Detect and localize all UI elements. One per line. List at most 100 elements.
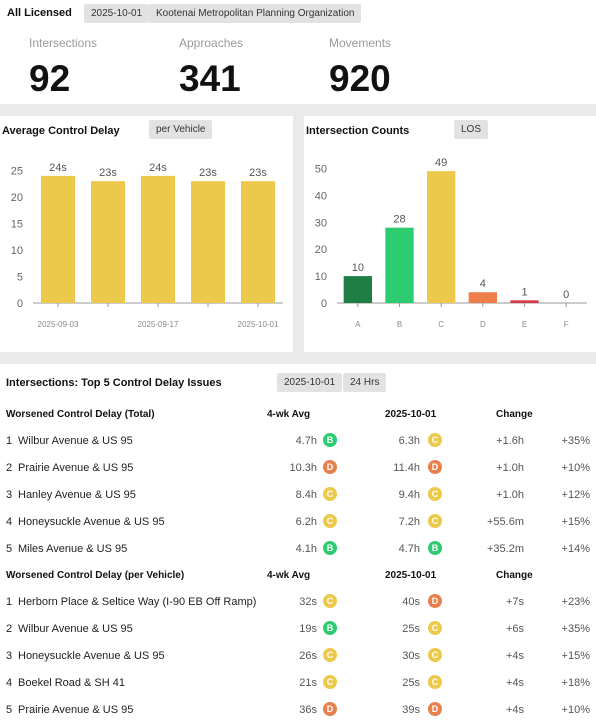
x-tick-label: C [438,320,444,329]
table-row[interactable]: 3 Honeysuckle Avenue & US 95 26s C 30s C +4s +1… [0,648,596,677]
col-change-header: Change [496,570,533,581]
current-value: 40s [402,596,420,608]
change-percent: +35% [561,623,590,635]
intersection-name[interactable]: Hanley Avenue & US 95 [18,489,136,501]
counts-chart-title: Intersection Counts [306,125,410,137]
table-row[interactable]: 5 Miles Avenue & US 95 4.1h B 4.7h B +35.2m +14… [0,541,596,570]
avg-los-badge: B [323,621,337,635]
intersection-name[interactable]: Wilbur Avenue & US 95 [18,435,133,447]
y-tick-label: 40 [315,190,327,202]
x-tick-label: F [564,320,569,329]
table-row[interactable]: 4 Boekel Road & SH 41 21s C 25s C +4s +18% [0,675,596,704]
avg-value: 21s [299,677,317,689]
avg-los-badge: D [323,460,337,474]
delay-bar-chart: 0 5 10 15 20 25 24s 2025-09-03 23s 24s 2025-09-17 2… [11,162,283,329]
intersection-name[interactable]: Wilbur Avenue & US 95 [18,623,133,635]
change-value: +4s [505,677,524,689]
current-value: 25s [402,623,420,635]
table-row[interactable]: 3 Hanley Avenue & US 95 8.4h C 9.4h C +1.0h +12… [0,487,596,516]
avg-value: 36s [299,704,317,716]
avg-los-badge: C [323,514,337,528]
avg-los-badge: C [323,648,337,662]
x-tick-label: A [355,320,361,329]
col-date-header: 2025-10-01 [385,409,437,420]
date-filter-pill[interactable]: 2025-10-01 [84,4,150,23]
y-tick-label: 5 [17,272,23,284]
row-rank: 4 [6,516,13,528]
data-label: 1 [521,286,527,298]
intersection-name[interactable]: Herborn Place & Seltice Way (I-90 EB Off… [18,596,257,608]
data-label: 23s [199,167,217,179]
x-tick-label: 2025-10-01 [238,320,279,329]
intersection-name[interactable]: Miles Avenue & US 95 [18,543,128,555]
kpi-movements-value: 920 [329,58,391,99]
row-rank: 4 [6,677,13,689]
data-label: 28 [393,214,405,226]
data-label: 0 [563,289,569,301]
bar [141,175,175,303]
x-tick-label: 2025-09-17 [138,320,179,329]
current-los-badge: B [428,541,442,555]
change-percent: +15% [561,650,590,662]
change-percent: +35% [561,435,590,447]
kpi-approaches-label: Approaches [179,36,244,50]
intersection-name[interactable]: Honeysuckle Avenue & US 95 [18,516,165,528]
change-percent: +12% [561,489,590,501]
change-value: +4s [505,704,524,716]
change-value: +1.0h [496,462,524,474]
current-value: 4.7h [398,543,420,555]
avg-los-badge: D [323,702,337,716]
current-los-badge: C [428,487,442,501]
kpi-intersections-value: 92 [29,58,71,99]
change-percent: +10% [561,704,590,716]
current-value: 39s [402,704,420,716]
table-row[interactable]: 1 Herborn Place & Seltice Way (I-90 EB Of… [0,594,596,623]
delay-unit-pill[interactable]: per Vehicle [149,120,213,139]
intersection-name[interactable]: Prairie Avenue & US 95 [18,462,134,474]
data-label: 24s [149,162,167,174]
table-row[interactable]: 4 Honeysuckle Avenue & US 95 6.2h C 7.2h C +55… [0,514,596,543]
table-title: Intersections: Top 5 Control Delay Issue… [6,377,222,389]
intersection-name[interactable]: Boekel Road & SH 41 [18,677,126,689]
bar [468,292,497,303]
avg-los-badge: C [323,487,337,501]
intersection-name[interactable]: Honeysuckle Avenue & US 95 [18,650,165,662]
change-value: +55.6m [487,516,524,528]
organization-filter-pill[interactable]: Kootenai Metropolitan Planning Organizat… [149,4,362,23]
data-label: 23s [99,167,117,179]
current-los-badge: D [428,460,442,474]
current-los-badge: C [428,433,442,447]
row-rank: 3 [6,650,13,662]
los-pill[interactable]: LOS [454,120,489,139]
intersection-name[interactable]: Prairie Avenue & US 95 [18,704,134,716]
bar [343,276,372,303]
kpi-approaches-value: 341 [179,58,241,99]
data-label: 49 [435,157,447,169]
row-rank: 2 [6,462,13,474]
avg-value: 19s [299,623,317,635]
table-period-pill[interactable]: 24 Hrs [343,373,387,392]
col-avg-header: 4-wk Avg [267,570,311,581]
table-date-pill[interactable]: 2025-10-01 [277,373,343,392]
counts-bar-chart: 0 10 20 30 40 50 10 A 28 B 49 C 4 D 1 E 0 F [315,157,587,329]
table-row[interactable]: 1 Wilbur Avenue & US 95 4.7h B 6.3h C +1.6h +35… [0,433,596,462]
top-delay-issues-panel: Intersections: Top 5 Control Delay Issue… [0,364,596,721]
change-percent: +23% [561,596,590,608]
avg-value: 8.4h [295,489,317,501]
table-row[interactable]: 2 Wilbur Avenue & US 95 19s B 25s C +6s +35% [0,621,596,650]
bar [510,300,539,303]
y-tick-label: 0 [17,298,23,310]
summary-panel: All Licensed 2025-10-01 Kootenai Metropo… [0,0,596,104]
current-value: 7.2h [398,516,420,528]
avg-value: 6.2h [295,516,317,528]
row-rank: 1 [6,435,13,447]
change-percent: +10% [561,462,590,474]
change-value: +35.2m [487,543,524,555]
change-value: +4s [505,650,524,662]
table-row[interactable]: 2 Prairie Avenue & US 95 10.3h D 11.4h D +1.0h… [0,460,596,489]
change-value: +7s [505,596,524,608]
table-row[interactable]: 5 Prairie Avenue & US 95 36s D 39s D +4s +10% [0,702,596,721]
bar [191,181,225,303]
col-change-header: Change [496,409,533,420]
avg-value: 10.3h [289,462,317,474]
